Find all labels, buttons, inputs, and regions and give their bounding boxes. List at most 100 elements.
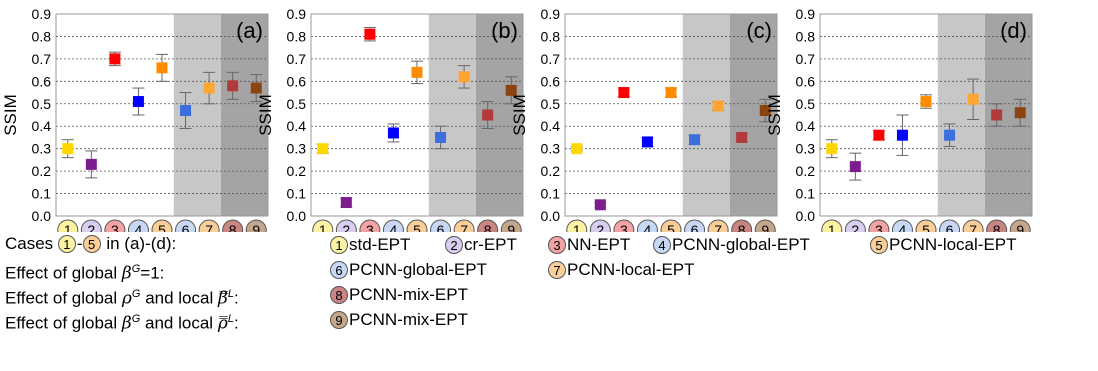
- panel-label: (b): [491, 18, 518, 43]
- legend-row-rho-beta: Effect of global ρG and local β̿L: 8 PCNN…: [0, 282, 1098, 309]
- y-tick-label: 0.4: [541, 118, 561, 134]
- category-tick-label: 1: [573, 222, 581, 232]
- category-badge-icon: [754, 219, 776, 232]
- data-point: [759, 105, 771, 117]
- y-axis-label: SSIM: [1, 94, 20, 136]
- data-point: [505, 84, 517, 96]
- category-badge-icon: [477, 219, 499, 232]
- legend-item-6-label: PCNN-global-EPT: [349, 260, 487, 279]
- chart-panel-3: 0.0 0.1 0.2 0.3 0.4 0.5 0.6 0.7 0.8 0.9 SSIM (c) 1 2 3…: [510, 6, 778, 232]
- legend-cases-sep: -: [76, 234, 83, 253]
- y-tick-label: 0.4: [32, 118, 52, 134]
- y-tick-label: 0.4: [287, 118, 307, 134]
- panel-label: (c): [746, 18, 772, 43]
- y-tick-label: 0.6: [796, 73, 816, 89]
- category-badge-icon: [962, 219, 984, 232]
- category-badge-icon: [453, 219, 475, 232]
- legend-rho-mid: and local: [145, 288, 214, 308]
- plot-frame: [310, 13, 524, 217]
- category-badge-icon: [844, 219, 866, 232]
- case-badge-1-icon: 1: [57, 235, 76, 253]
- beta-bar-symbol: β̿: [217, 288, 228, 309]
- badge-4-icon: 4: [653, 236, 671, 254]
- y-tick-label: 0.1: [541, 186, 561, 202]
- y-tick-label: 0.2: [287, 163, 307, 179]
- category-tick-label: 8: [738, 222, 746, 232]
- legend-beta-suffix: =1:: [140, 263, 165, 283]
- data-point: [180, 105, 192, 117]
- legend-cases-suffix: in (a)-(d):: [106, 234, 177, 253]
- y-tick-label: 0.9: [32, 6, 52, 22]
- category-tick-label: 1: [828, 222, 836, 232]
- category-tick-label: 4: [644, 222, 652, 232]
- category-badge-icon: [660, 219, 682, 232]
- data-point: [85, 158, 97, 170]
- category-badge-icon: [566, 219, 588, 232]
- y-axis-label: SSIM: [765, 94, 784, 136]
- legend-beta2-label: Effect of global: [5, 313, 118, 333]
- category-badge-icon: [198, 219, 220, 232]
- category-badge-icon: [589, 219, 611, 232]
- y-axis-label: SSIM: [510, 94, 529, 136]
- plot-frame: [819, 13, 1033, 217]
- shaded-region: [428, 14, 476, 216]
- data-point: [387, 127, 399, 139]
- category-tick-label: 5: [667, 222, 675, 232]
- chart-panel-4: 0.0 0.1 0.2 0.3 0.4 0.5 0.6 0.7 0.8 0.9 SSIM (d) 1 2 3…: [765, 6, 1033, 232]
- y-tick-label: 0.6: [32, 73, 52, 89]
- y-tick-label: 0.8: [541, 28, 561, 44]
- category-tick-label: 8: [484, 222, 492, 232]
- shaded-region: [682, 14, 730, 216]
- category-tick-label: 6: [182, 222, 190, 232]
- category-badge-icon: [312, 219, 334, 232]
- legend-item-7-label: PCNN-local-EPT: [567, 260, 695, 279]
- category-tick-label: 8: [993, 222, 1001, 232]
- category-badge-icon: [104, 219, 126, 232]
- y-tick-label: 0.0: [32, 208, 52, 224]
- category-tick-label: 1: [64, 222, 72, 232]
- category-tick-label: 7: [969, 222, 977, 232]
- data-point: [618, 87, 630, 99]
- category-tick-label: 4: [135, 222, 143, 232]
- y-tick-label: 0.9: [287, 6, 307, 22]
- legend-item-5-label: PCNN-local-EPT: [889, 235, 1017, 254]
- category-tick-label: 5: [922, 222, 930, 232]
- category-badge-icon: [382, 219, 404, 232]
- data-point: [991, 109, 1003, 121]
- y-tick-label: 0.5: [32, 96, 52, 112]
- badge-3-icon: 3: [548, 236, 566, 254]
- y-tick-label: 0.0: [541, 208, 561, 224]
- category-badge-icon: [731, 219, 753, 232]
- data-point: [896, 129, 908, 141]
- data-point: [571, 143, 583, 155]
- y-tick-label: 0.6: [287, 73, 307, 89]
- category-tick-label: 5: [413, 222, 421, 232]
- category-badge-icon: [430, 219, 452, 232]
- data-point: [594, 199, 606, 211]
- legend-rho-label: Effect of global: [5, 288, 118, 308]
- category-badge-icon: [707, 219, 729, 232]
- data-point: [826, 143, 838, 155]
- data-point: [203, 82, 215, 94]
- category-badge-icon: [891, 219, 913, 232]
- category-tick-label: 6: [946, 222, 954, 232]
- category-tick-label: 6: [691, 222, 699, 232]
- category-badge-icon: [335, 219, 357, 232]
- category-tick-label: 6: [437, 222, 445, 232]
- category-badge-icon: [127, 219, 149, 232]
- data-point: [156, 62, 168, 74]
- legend-beta2-end: :: [233, 313, 239, 333]
- category-badge-icon: [915, 219, 937, 232]
- category-badge-icon: [359, 219, 381, 232]
- category-badge-icon: [821, 219, 843, 232]
- category-tick-label: 5: [158, 222, 166, 232]
- badge-2-icon: 2: [445, 236, 463, 254]
- category-badge-icon: [500, 219, 522, 232]
- y-tick-label: 0.6: [541, 73, 561, 89]
- y-tick-label: 0.4: [796, 118, 816, 134]
- category-tick-label: 8: [229, 222, 237, 232]
- category-tick-label: 9: [252, 222, 260, 232]
- charts-area: 0.0 0.1 0.2 0.3 0.4 0.5 0.6 0.7 0.8 0.9 SSIM (a) 1 2 3…: [1, 6, 1033, 232]
- legend-row-beta-rho: Effect of global βG and local ρ̿L: 9 PCNN…: [0, 307, 1098, 334]
- category-tick-label: 7: [460, 222, 468, 232]
